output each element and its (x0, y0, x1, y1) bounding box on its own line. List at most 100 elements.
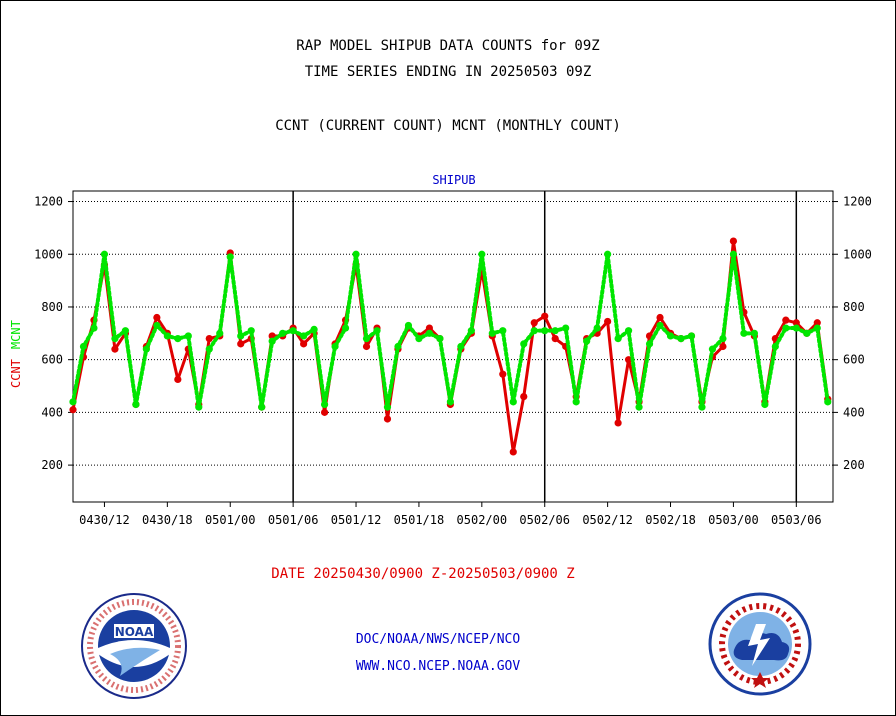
mcnt-point (320, 400, 329, 409)
doc-link[interactable]: DOC/NOAA/NWS/NCEP/NCO (355, 632, 521, 647)
ccnt-point (530, 319, 538, 327)
mcnt-point (436, 334, 444, 343)
mcnt-point (415, 334, 423, 343)
mcnt-point (656, 321, 664, 330)
mcnt-point (300, 332, 308, 340)
mcnt-point (593, 324, 601, 332)
mcnt-point (457, 342, 465, 351)
national-weather-service-logo-icon (708, 592, 812, 696)
title-line-3: CCNT (CURRENT COUNT) MCNT (MONTHLY COUNT… (275, 118, 621, 134)
ccnt-point (604, 317, 612, 326)
ccnt-point (520, 392, 528, 401)
ccnt-point (362, 342, 371, 351)
mcnt-point (583, 337, 591, 345)
mcnt-point (184, 332, 192, 340)
axes-layer (68, 190, 838, 507)
mcnt-point (624, 327, 633, 335)
y-tick-label-left: 600 (41, 353, 63, 367)
mcnt-point (572, 398, 580, 406)
mcnt-point (79, 342, 88, 351)
y-tick-label-right: 400 (843, 405, 865, 419)
ccnt-point (719, 342, 727, 351)
mcnt-line (71, 252, 830, 410)
label-layer: 200 200 400 400 600 600 800 800 1000 1000 1200 1200… (9, 173, 872, 527)
ccnt-point (624, 356, 633, 364)
ccnt-point (792, 319, 800, 327)
mcnt-point (341, 324, 350, 332)
mcnt-point (499, 327, 507, 335)
mcnt-point (719, 334, 727, 343)
y-tick-label-right: 1000 (843, 247, 872, 261)
ccnt-point (300, 340, 308, 348)
title-line-1: RAP MODEL SHIPUB DATA COUNTS for 09Z (296, 38, 600, 54)
svg-text:NOAA: NOAA (115, 625, 154, 639)
mcnt-point (352, 250, 360, 258)
mcnt-point (813, 324, 821, 332)
mcnt-point (310, 325, 318, 333)
mcnt-point (551, 327, 559, 335)
x-tick-label: 0502/12 (582, 513, 633, 527)
ccnt-point (499, 370, 507, 378)
y-tick-label-right: 200 (843, 458, 865, 472)
mcnt-point (111, 334, 119, 343)
ccnt-point (509, 448, 517, 456)
mcnt-point (268, 337, 276, 345)
mcnt-point (530, 327, 538, 335)
y-tick-label-left: 1200 (34, 195, 63, 209)
x-tick-label: 0501/12 (331, 513, 382, 527)
y-axis-label-mcnt: MCNT (9, 320, 23, 349)
mcnt-point (100, 250, 109, 258)
x-tick-label: 0502/18 (645, 513, 696, 527)
mcnt-point (541, 327, 549, 335)
mcnt-point (425, 329, 434, 337)
x-tick-label: 0501/18 (394, 513, 445, 527)
grid-layer (73, 201, 833, 466)
mcnt-point (404, 321, 413, 330)
mcnt-point (520, 340, 528, 348)
y-tick-label-right: 600 (843, 353, 865, 367)
mcnt-point (258, 403, 266, 411)
mcnt-point (394, 342, 402, 351)
y-tick-label-left: 200 (41, 458, 63, 472)
mcnt-point (362, 334, 371, 343)
mcnt-point (698, 403, 706, 411)
y-tick-label-left: 800 (41, 300, 63, 314)
mcnt-point (467, 327, 475, 335)
ccnt-point (729, 237, 738, 245)
ccnt-point (551, 334, 559, 343)
mcnt-point (708, 345, 717, 353)
ccnt-point (782, 316, 790, 324)
ccnt-point (541, 312, 549, 320)
ccnt-point (813, 319, 821, 327)
y-tick-label-left: 400 (41, 405, 63, 419)
website-link[interactable]: WWW.NCO.NCEP.NOAA.GOV (355, 659, 521, 674)
ccnt-point (69, 406, 77, 414)
mcnt-point (635, 403, 643, 411)
mcnt-point (666, 332, 675, 340)
ccnt-point (153, 313, 161, 322)
ccnt-point (614, 419, 622, 427)
mcnt-point (383, 403, 392, 411)
mcnt-point (237, 332, 245, 340)
ccnt-point (320, 408, 329, 416)
mcnt-point (792, 324, 800, 332)
mcnt-point (488, 329, 496, 337)
y-axis-label: CCNT MCNT (9, 320, 23, 388)
mcnt-point (90, 324, 98, 332)
mcnt-point (153, 321, 161, 330)
mcnt-point (163, 332, 171, 340)
mcnt-point (247, 327, 255, 335)
mcnt-point (289, 327, 297, 335)
x-tick-label: 0501/06 (268, 513, 319, 527)
ccnt-point (205, 334, 213, 343)
x-tick-label: 0503/00 (708, 513, 759, 527)
x-tick-label: 0430/12 (79, 513, 130, 527)
ccnt-point (425, 324, 434, 332)
mcnt-point (174, 334, 182, 343)
mcnt-point (195, 403, 203, 411)
x-tick-label: 0501/00 (205, 513, 256, 527)
y-tick-label-right: 800 (843, 300, 865, 314)
mcnt-point (226, 253, 234, 261)
mcnt-point (824, 398, 832, 406)
